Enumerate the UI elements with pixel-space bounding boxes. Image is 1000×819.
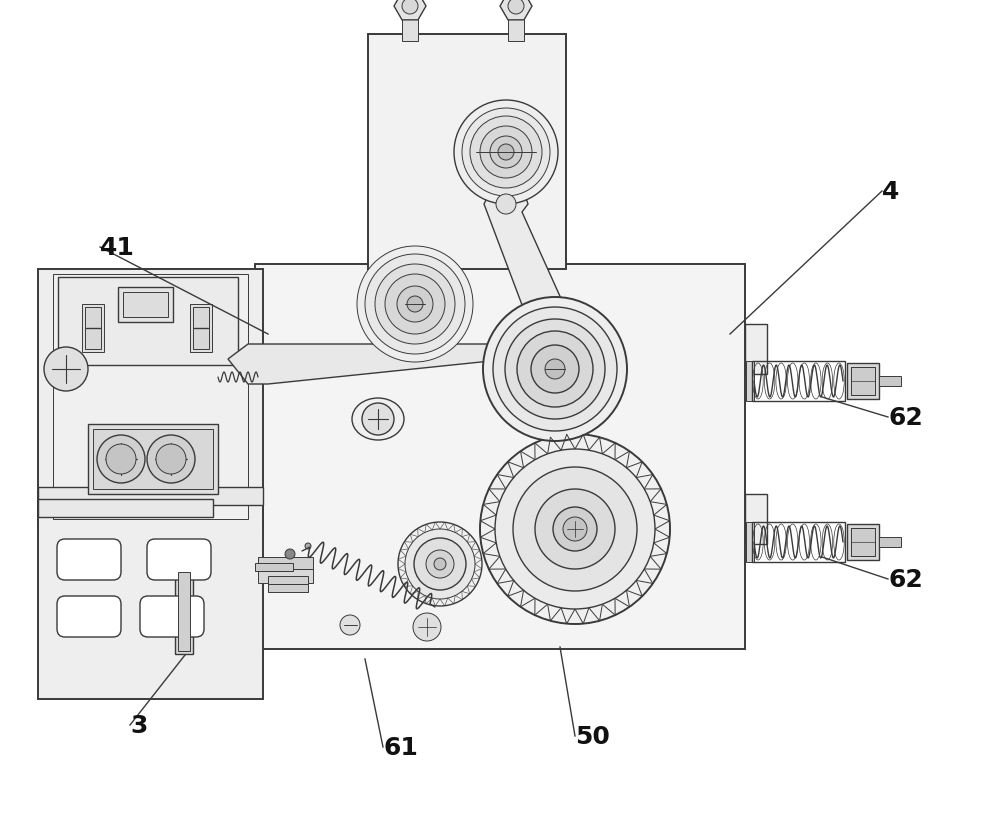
Bar (879, 537, 901, 547)
Circle shape (496, 195, 516, 215)
Circle shape (398, 523, 482, 606)
Circle shape (407, 296, 423, 313)
Circle shape (508, 0, 524, 15)
Bar (193, 308, 209, 350)
Bar (118, 287, 173, 323)
Bar (88, 424, 218, 495)
Circle shape (97, 436, 145, 483)
Circle shape (405, 529, 475, 600)
Bar (82, 305, 104, 352)
Ellipse shape (352, 399, 404, 441)
Bar (368, 35, 566, 269)
Circle shape (305, 543, 311, 550)
Bar (268, 584, 308, 592)
Text: 61: 61 (383, 735, 418, 759)
Bar (851, 528, 875, 556)
Bar (402, 17, 418, 42)
Polygon shape (484, 192, 577, 355)
FancyBboxPatch shape (57, 596, 121, 637)
Circle shape (480, 434, 670, 624)
Bar (851, 368, 875, 396)
Bar (255, 563, 293, 572)
Circle shape (434, 559, 446, 570)
Polygon shape (394, 0, 426, 20)
Bar (38, 269, 263, 529)
Text: 4: 4 (882, 180, 899, 204)
Circle shape (462, 109, 550, 197)
Circle shape (426, 550, 454, 578)
Circle shape (106, 445, 136, 474)
Circle shape (44, 347, 88, 391)
Circle shape (414, 538, 466, 590)
Circle shape (285, 550, 295, 559)
Bar (190, 305, 212, 352)
Bar (255, 265, 745, 649)
Bar (175, 569, 193, 654)
Circle shape (493, 308, 617, 432)
Bar (123, 292, 168, 318)
Circle shape (517, 332, 593, 408)
Circle shape (531, 346, 579, 393)
Circle shape (545, 360, 565, 379)
Circle shape (535, 490, 615, 569)
Bar (847, 524, 879, 560)
FancyBboxPatch shape (140, 596, 204, 637)
Bar (752, 523, 845, 563)
Polygon shape (228, 345, 510, 385)
Text: 62: 62 (888, 405, 923, 429)
Circle shape (340, 615, 360, 636)
Circle shape (483, 297, 627, 441)
Circle shape (513, 468, 637, 591)
Circle shape (397, 287, 433, 323)
Bar (178, 572, 190, 651)
Circle shape (375, 265, 455, 345)
Circle shape (505, 319, 605, 419)
Bar (258, 569, 313, 583)
Circle shape (156, 445, 186, 474)
Circle shape (357, 247, 473, 363)
Bar (258, 557, 313, 569)
Circle shape (147, 436, 195, 483)
Bar (58, 278, 238, 365)
FancyBboxPatch shape (147, 540, 211, 581)
Bar (847, 364, 879, 400)
Bar (752, 361, 845, 401)
Bar (85, 308, 101, 350)
Text: 50: 50 (575, 724, 610, 748)
Circle shape (454, 101, 558, 205)
Bar (93, 429, 213, 490)
Text: 62: 62 (888, 568, 923, 591)
Circle shape (362, 404, 394, 436)
Circle shape (470, 117, 542, 188)
Bar (745, 324, 767, 374)
Circle shape (365, 255, 465, 355)
Bar (53, 274, 248, 519)
Circle shape (495, 450, 655, 609)
Circle shape (385, 274, 445, 335)
Bar (268, 577, 308, 584)
Bar (508, 17, 524, 42)
Bar (38, 500, 263, 699)
Bar (746, 361, 754, 401)
Circle shape (480, 127, 532, 179)
Bar (38, 487, 263, 505)
Bar (745, 495, 767, 545)
Circle shape (402, 0, 418, 15)
Text: 41: 41 (100, 236, 135, 260)
FancyBboxPatch shape (57, 540, 121, 581)
Bar (746, 523, 754, 563)
Text: 3: 3 (130, 713, 147, 737)
Circle shape (563, 518, 587, 541)
Circle shape (413, 613, 441, 641)
Polygon shape (500, 0, 532, 20)
Bar (879, 377, 901, 387)
Circle shape (553, 508, 597, 551)
Bar (38, 500, 213, 518)
Circle shape (498, 145, 514, 161)
Circle shape (490, 137, 522, 169)
